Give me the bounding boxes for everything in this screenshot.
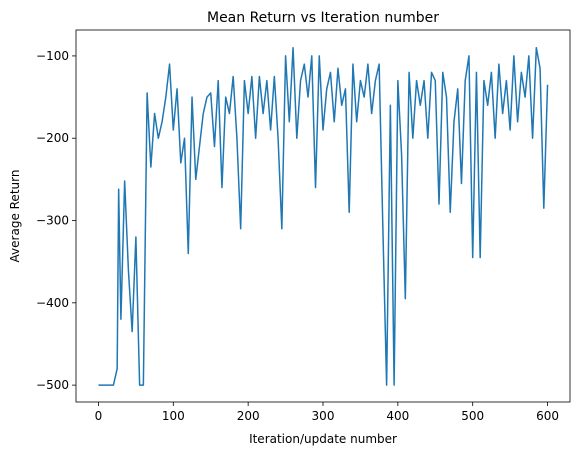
x-tick-label: 300 xyxy=(312,409,335,423)
x-tick-label: 200 xyxy=(237,409,260,423)
plot-frame xyxy=(75,29,571,403)
x-axis-label: Iteration/update number xyxy=(249,432,397,446)
y-axis-label: Average Return xyxy=(8,170,22,263)
chart-title: Mean Return vs Iteration number xyxy=(207,10,439,26)
x-tick-label: 500 xyxy=(461,409,484,423)
x-tick-label: 600 xyxy=(536,409,559,423)
y-tick-label: −400 xyxy=(36,296,69,310)
y-tick-label: −200 xyxy=(36,131,69,145)
x-tick-label: 0 xyxy=(95,409,103,423)
x-tick-label: 100 xyxy=(162,409,185,423)
data-line xyxy=(98,46,549,386)
x-tick-label: 400 xyxy=(386,409,409,423)
y-tick-label: −300 xyxy=(36,214,69,228)
y-tick-label: −500 xyxy=(36,378,69,392)
y-tick-label: −100 xyxy=(36,49,69,63)
